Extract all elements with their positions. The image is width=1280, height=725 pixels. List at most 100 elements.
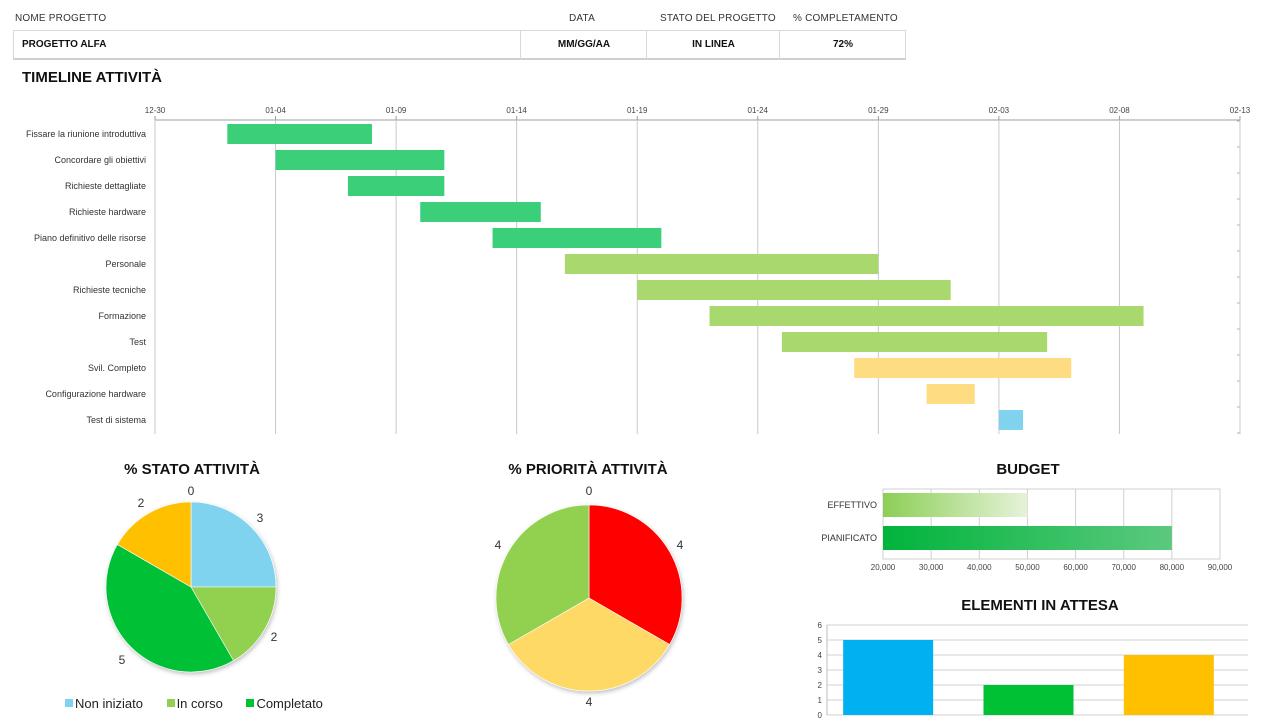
gantt-task-label: Richieste dettagliate <box>65 181 146 191</box>
gantt-tick-label: 02-03 <box>989 106 1010 115</box>
priority-pie-slice-label: 4 <box>677 538 684 552</box>
budget-tick-label: 90,000 <box>1208 563 1233 572</box>
date-value[interactable]: MM/GG/AA <box>520 31 647 59</box>
budget-tick-label: 20,000 <box>871 563 896 572</box>
gantt-task-label: Concordare gli obiettivi <box>54 155 146 165</box>
budget-category-label: EFFETTIVO <box>828 500 878 510</box>
gantt-tick-label: 02-08 <box>1109 106 1130 115</box>
gantt-task-bar <box>564 254 879 274</box>
project-status-label: STATO DEL PROGETTO <box>660 13 776 24</box>
budget-bar <box>883 526 1172 550</box>
budget-tick-label: 50,000 <box>1015 563 1040 572</box>
pending-title: ELEMENTI IN ATTESA <box>961 597 1119 614</box>
pending-bar <box>843 640 934 715</box>
legend-swatch-completato <box>246 699 255 707</box>
status-pie-slice <box>105 544 234 673</box>
gantt-tick-label: 01-19 <box>627 106 648 115</box>
pending-tick-label: 5 <box>818 636 823 645</box>
gantt-task-bar <box>637 280 951 300</box>
budget-title: BUDGET <box>996 461 1060 478</box>
gantt-tick-label: 12-30 <box>145 106 166 115</box>
priority-pie-slices <box>495 504 683 692</box>
pending-tick-label: 1 <box>818 696 823 705</box>
priority-pie-zero-label: 0 <box>586 484 593 498</box>
budget-tick-label: 30,000 <box>919 563 944 572</box>
status-pie-title: % STATO ATTIVITÀ <box>124 461 260 478</box>
gantt-tick-label: 01-24 <box>748 106 769 115</box>
pending-tick-label: 6 <box>818 621 823 630</box>
gantt-task-bar <box>275 150 445 170</box>
priority-pie-slice <box>508 597 670 692</box>
priority-pie-title: % PRIORITÀ ATTIVITÀ <box>508 461 668 478</box>
priority-pie-chart: 4 4 4 0 <box>495 484 684 709</box>
gantt-task-label: Piano definitivo delle risorse <box>34 233 146 243</box>
pending-bar <box>983 685 1074 715</box>
gantt-task-bar <box>781 332 1048 352</box>
gantt-task-bar <box>998 410 1023 430</box>
legend-label-completato: Completato <box>256 696 323 711</box>
gantt-tick-label: 01-09 <box>386 106 407 115</box>
gantt-task-label: Svil. Completo <box>88 363 146 373</box>
completion-value[interactable]: 72% <box>779 31 906 59</box>
gantt-task-bar <box>227 124 372 144</box>
gantt-chart: 12-30 01-04 01-09 01-14 01-19 01-24 01-29 02-03… <box>26 106 1251 434</box>
gantt-tick-label: 01-04 <box>265 106 286 115</box>
gantt-task-bar <box>347 176 445 196</box>
budget-tick-label: 60,000 <box>1063 563 1088 572</box>
gantt-task-label: Formazione <box>98 311 146 321</box>
status-pie-slice <box>116 501 192 588</box>
legend-label-in-corso: In corso <box>176 696 223 711</box>
budget-bar <box>883 493 1028 517</box>
budget-chart: 20,000 30,000 40,000 50,000 60,000 70,000 80,0… <box>821 488 1233 572</box>
pending-tick-label: 3 <box>818 666 823 675</box>
date-label: DATA <box>569 13 595 24</box>
budget-tick-label: 70,000 <box>1111 563 1136 572</box>
status-pie-slice-label: 3 <box>257 511 264 525</box>
gantt-task-label: Test di sistema <box>86 415 146 425</box>
pending-items-chart: 0 1 2 3 4 5 6 <box>818 621 1248 720</box>
project-name-value[interactable]: PROGETTO ALFA <box>22 39 107 50</box>
timeline-title: TIMELINE ATTIVITÀ <box>22 69 162 86</box>
project-summary-row: PROGETTO ALFA MM/GG/AA IN LINEA 72% <box>13 30 906 60</box>
budget-tick-label: 40,000 <box>967 563 992 572</box>
gantt-task-bar <box>492 228 662 248</box>
priority-pie-slice-label: 4 <box>495 538 502 552</box>
status-pie-slice <box>190 501 277 588</box>
status-pie-slices <box>105 501 277 673</box>
status-pie-slice <box>190 586 277 662</box>
gantt-task-bar <box>926 384 975 404</box>
gantt-task-label: Personale <box>105 259 146 269</box>
priority-pie-slice <box>588 504 683 645</box>
priority-pie-slice-label: 4 <box>586 695 593 709</box>
gantt-tick-label: 01-29 <box>868 106 889 115</box>
gantt-task-label: Fissare la riunione introduttiva <box>26 129 146 139</box>
gantt-tick-label: 02-13 <box>1230 106 1251 115</box>
status-pie-slice-label: 2 <box>138 496 145 510</box>
project-status-value[interactable]: IN LINEA <box>646 31 780 59</box>
gantt-task-label: Configurazione hardware <box>45 389 146 399</box>
gantt-task-bar <box>420 202 541 222</box>
pending-tick-label: 4 <box>818 651 823 660</box>
gantt-task-bar <box>854 358 1072 378</box>
pending-bar <box>1123 655 1214 715</box>
budget-category-label: PIANIFICATO <box>821 533 877 543</box>
status-pie-legend: Non iniziato In corso Completato <box>65 696 343 711</box>
legend-swatch-in-corso <box>166 699 175 707</box>
legend-label-non-iniziato: Non iniziato <box>75 696 143 711</box>
gantt-tick-label: 01-14 <box>506 106 527 115</box>
gantt-task-bar <box>709 306 1144 326</box>
gantt-task-label: Test <box>129 337 146 347</box>
status-pie-slice-label: 5 <box>119 653 126 667</box>
status-pie-chart: 3 2 5 2 0 <box>105 484 278 673</box>
priority-pie-slice <box>495 504 590 645</box>
budget-tick-label: 80,000 <box>1160 563 1185 572</box>
gantt-task-label: Richieste tecniche <box>73 285 146 295</box>
pending-tick-label: 2 <box>818 681 823 690</box>
gantt-task-label: Richieste hardware <box>69 207 146 217</box>
project-name-label: NOME PROGETTO <box>15 13 107 24</box>
legend-swatch-non-iniziato <box>65 699 73 707</box>
status-pie-zero-label: 0 <box>188 484 195 498</box>
pending-tick-label: 0 <box>818 711 823 720</box>
completion-label: % COMPLETAMENTO <box>793 13 898 24</box>
status-pie-slice-label: 2 <box>271 630 278 644</box>
